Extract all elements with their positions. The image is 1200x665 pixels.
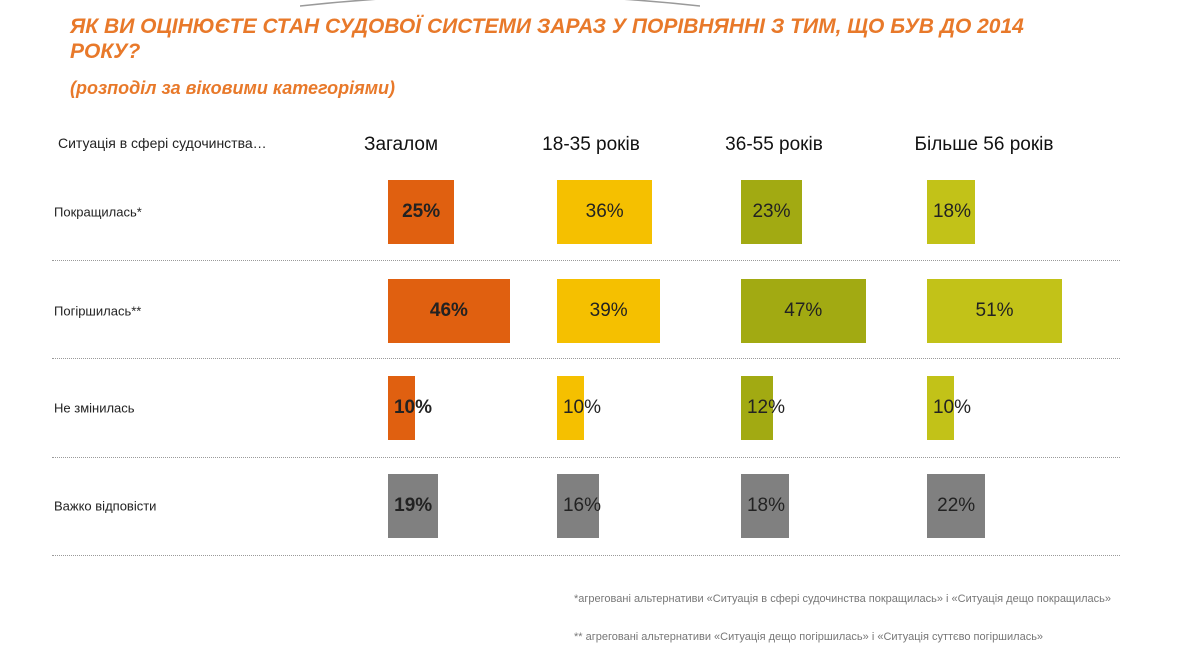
data-label: 46% bbox=[429, 300, 468, 321]
bar bbox=[557, 376, 584, 440]
bar bbox=[927, 474, 986, 538]
bar bbox=[927, 180, 975, 244]
data-label: 12% bbox=[746, 397, 786, 418]
bar bbox=[388, 376, 415, 440]
data-label: 36% bbox=[585, 201, 624, 222]
row-header: Ситуація в сфері судочинства… bbox=[58, 135, 267, 151]
bar bbox=[741, 279, 866, 343]
row-label-0: Покращилась* bbox=[54, 204, 142, 220]
bar bbox=[557, 279, 661, 343]
row-separator bbox=[52, 358, 1120, 359]
data-label: 23% bbox=[752, 201, 791, 222]
decorative-arc bbox=[300, 0, 700, 7]
column-header-1: 18-35 років bbox=[542, 134, 640, 155]
data-label: 22% bbox=[937, 495, 976, 516]
data-label: 25% bbox=[402, 201, 441, 222]
column-header-0: Загалом bbox=[363, 134, 439, 155]
data-label: 18% bbox=[932, 201, 972, 222]
data-label: 19% bbox=[394, 495, 433, 516]
bar bbox=[741, 376, 773, 440]
bar bbox=[741, 180, 802, 244]
bar bbox=[388, 180, 455, 244]
data-label: 16% bbox=[562, 495, 602, 516]
bar bbox=[741, 474, 789, 538]
column-header-2: 36-55 років bbox=[725, 134, 823, 155]
chart-subtitle: (розподіл за віковими категоріями) bbox=[70, 78, 396, 98]
row-separator bbox=[52, 457, 1120, 458]
bar bbox=[557, 474, 600, 538]
row-label-2: Не змінилась bbox=[54, 400, 135, 416]
data-label: 47% bbox=[784, 300, 823, 321]
chart-title: ЯК ВИ ОЦІНЮЄТЕ СТАН СУДОВОЇ СИСТЕМИ ЗАРА… bbox=[70, 15, 1024, 63]
bar bbox=[557, 180, 653, 244]
bar bbox=[927, 279, 1063, 343]
column-header-3: Більше 56 років bbox=[914, 134, 1054, 155]
data-label: 10% bbox=[393, 397, 433, 418]
row-separator bbox=[52, 260, 1120, 261]
row-label-1: Погіршилась** bbox=[54, 303, 142, 319]
data-label: 10% bbox=[932, 397, 972, 418]
data-label: 51% bbox=[975, 300, 1014, 321]
data-label: 39% bbox=[589, 300, 628, 321]
bar bbox=[388, 279, 510, 343]
row-label-3: Важко відповісти bbox=[54, 498, 157, 514]
bar bbox=[927, 376, 954, 440]
data-label: 18% bbox=[746, 495, 786, 516]
bar bbox=[388, 474, 439, 538]
row-separator bbox=[52, 555, 1120, 556]
footnote-worsened: ** агреговані альтернативи «Ситуація дещ… bbox=[574, 631, 1044, 643]
footnote-improved: *агреговані альтернативи «Ситуація в сфе… bbox=[574, 593, 1112, 605]
data-label: 10% bbox=[562, 397, 602, 418]
